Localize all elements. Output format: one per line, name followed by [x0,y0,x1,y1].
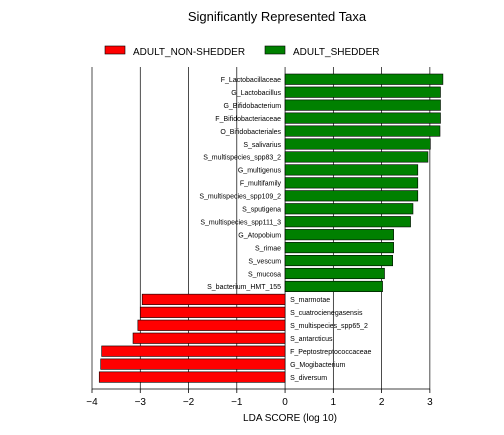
bar [284,216,411,228]
bar-label: S_antarcticus [290,336,333,343]
bar [98,371,286,383]
bar [284,280,383,293]
bar-label: G_Mogibacterium [290,362,345,369]
chart-title: Significantly Represented Taxa [188,9,367,24]
legend: ADULT_NON-SHEDDER ADULT_SHEDDER [104,45,380,58]
bar-label: S_rimae [255,245,281,252]
bar [137,319,286,331]
bar-label: O_Bifidobacteriales [220,129,281,136]
bar-label: S_multispecies_spp109_2 [199,194,281,201]
bar [284,125,441,137]
bar [284,242,394,254]
bar [284,164,419,176]
bar-label: S_sputigena [242,207,281,214]
bar-label: S_bacterium_HMT_155 [207,284,281,291]
bar [284,99,441,111]
legend-swatch-non-shedder [104,45,126,55]
bar [284,229,394,241]
x-axis: −4 −3 −2 −1 0 1 2 3 [86,388,433,408]
bar-label: G_multigenus [238,168,282,175]
x-tick-label: −2 [183,397,195,408]
bar [139,306,286,318]
bar [284,190,419,202]
x-tick-label: 3 [427,397,433,408]
bar [284,203,414,215]
bar [284,267,385,280]
bar-label: G_Lactobacillus [231,90,281,97]
bar-label: G_Atopobium [238,232,281,239]
bar [284,177,419,189]
legend-label-shedder: ADULT_SHEDDER [293,47,380,58]
bar [101,345,286,357]
x-tick-label: 0 [282,397,288,408]
bar-label: S_marmotae [290,297,330,304]
bar [284,112,441,124]
legend-swatch-shedder [264,45,286,55]
bar-label: S_cuatrocienegasensis [290,310,363,317]
bar-label: S_vescum [248,258,281,265]
bar-label: F_Bifidobacteriaceae [215,116,281,123]
x-tick-label: −1 [231,397,243,408]
bar [100,358,286,370]
bar-label: S_mucosa [248,271,281,278]
bar [141,293,286,305]
x-tick-label: 1 [331,397,337,408]
bars [98,73,444,383]
bar-label: S_multispecies_spp65_2 [290,323,368,330]
bar [284,255,394,267]
bar [284,73,444,85]
bar [132,332,286,344]
bar-label: S_diversum [290,375,327,382]
bar [284,151,429,163]
x-axis-label: LDA SCORE (log 10) [243,413,337,424]
bar-label: F_Lactobacillaceae [221,77,281,84]
x-tick-label: −3 [135,397,147,408]
bar-label: S_multispecies_spp83_2 [203,155,281,162]
bar-label: G_Bifidobacterium [223,103,281,110]
bar [284,86,441,98]
x-tick-label: 2 [379,397,385,408]
legend-label-non-shedder: ADULT_NON-SHEDDER [133,47,245,58]
bar-label: S_salivarius [243,142,281,149]
bar-label: S_multispecies_spp111_3 [200,219,281,226]
bar-label: F_multifamily [240,181,282,188]
bar [284,138,431,150]
bar-label: F_Peptostreptococcaceae [290,349,371,356]
x-tick-label: −4 [86,397,98,408]
bar-labels: F_Lactobacillaceae G_Lactobacillus G_Bifid… [199,77,371,382]
